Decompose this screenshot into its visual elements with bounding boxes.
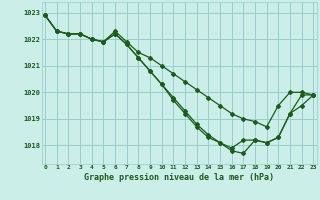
X-axis label: Graphe pression niveau de la mer (hPa): Graphe pression niveau de la mer (hPa) [84, 173, 274, 182]
